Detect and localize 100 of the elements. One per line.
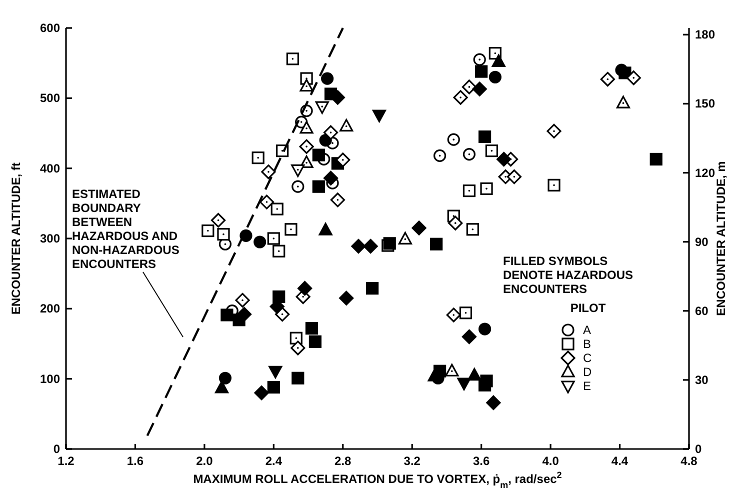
point [457,378,471,390]
point [292,372,304,384]
point [466,223,479,236]
point [351,238,366,254]
point [323,125,338,140]
point [478,378,492,392]
point [261,164,276,180]
point [300,78,314,92]
legend-label: B [583,337,592,351]
point [506,169,522,184]
point [453,90,468,105]
point [340,118,354,132]
legend-label: C [583,351,592,365]
point [447,133,460,146]
x-tick-label: 2.0 [196,454,214,468]
x-tick-label: 2.4 [265,454,282,468]
point [475,65,488,78]
point [478,130,492,144]
point [626,70,641,86]
point [478,322,492,336]
point [235,292,250,308]
y-tick-label: 100 [40,372,60,386]
point [616,96,630,108]
point [462,184,476,198]
x-tick-label: 4.0 [542,454,560,468]
y2-tick-label: 90 [695,234,709,249]
point [202,224,214,238]
x-tick-label: 1.2 [58,454,75,468]
y2-tick-label: 180 [695,28,716,42]
point [298,281,312,296]
point [468,368,482,381]
point [284,223,298,236]
point [268,366,282,378]
legend-label: E [583,379,592,393]
point [321,72,334,85]
point [473,53,486,66]
point [488,70,502,84]
point [318,222,332,236]
point [372,110,386,122]
annotation: FILLED SYMBOLS DENOTE HAZARDOUS ENCOUNTERS [503,254,634,296]
point [292,180,304,193]
y2-tick-label: 30 [695,372,709,387]
point [412,220,426,236]
point [472,82,487,96]
point [214,380,229,394]
x-tick-label: 1.6 [126,454,144,468]
point [272,244,286,258]
point [290,332,302,344]
x-tick-label: 3.6 [472,454,490,468]
point [339,290,354,306]
point [267,232,280,245]
point [259,194,274,210]
point [459,306,472,320]
x-tick-label: 2.8 [334,454,352,468]
point [486,395,501,410]
point [363,238,378,254]
legend-label: D [583,365,592,379]
point [600,72,615,87]
point [300,121,314,134]
point [462,80,477,94]
point [220,308,234,322]
point [312,148,325,162]
point [210,212,226,228]
annotation: ESTIMATED BOUNDARY BETWEEN HAZARDOUS AND NON-HAZARDOUS ENCOUNTERS [72,187,180,271]
point [430,238,443,250]
point [336,152,350,168]
point [548,178,560,192]
point [217,228,230,241]
point [270,202,284,216]
y-tick-label: 400 [40,161,60,176]
y2-tick-label: 0 [695,442,702,456]
y-axis-title: ENCOUNTER ALTITUDE, ft [9,162,23,314]
point [330,192,345,208]
x-tick-label: 3.2 [404,454,421,468]
y2-tick-label: 60 [695,304,709,318]
point [236,306,252,322]
y2-axis-title: ENCOUNTER ALTITUDE, m [714,161,728,316]
point [448,216,463,230]
y2-tick-label: 150 [695,96,716,111]
point [446,308,461,322]
point [308,335,322,348]
point [462,148,476,161]
point [315,101,329,114]
point [398,232,412,244]
point [323,170,338,186]
point [445,364,459,376]
y-tick-label: 300 [40,232,60,246]
y2-tick-label: 120 [695,166,716,180]
point [291,164,305,178]
y-tick-label: 600 [40,21,60,35]
point [312,180,325,193]
point [290,340,306,356]
y-tick-label: 0 [53,442,60,456]
point [496,152,512,167]
point [485,144,498,158]
point [267,380,280,394]
point [480,182,493,195]
x-axis-title: MAXIMUM ROLL ACCELERATION DUE TO VORTEX, ṗ$_{m}$, rad/sec$^{2}$ [193,470,562,490]
point [366,282,379,295]
legend-title: PILOT [570,301,606,315]
